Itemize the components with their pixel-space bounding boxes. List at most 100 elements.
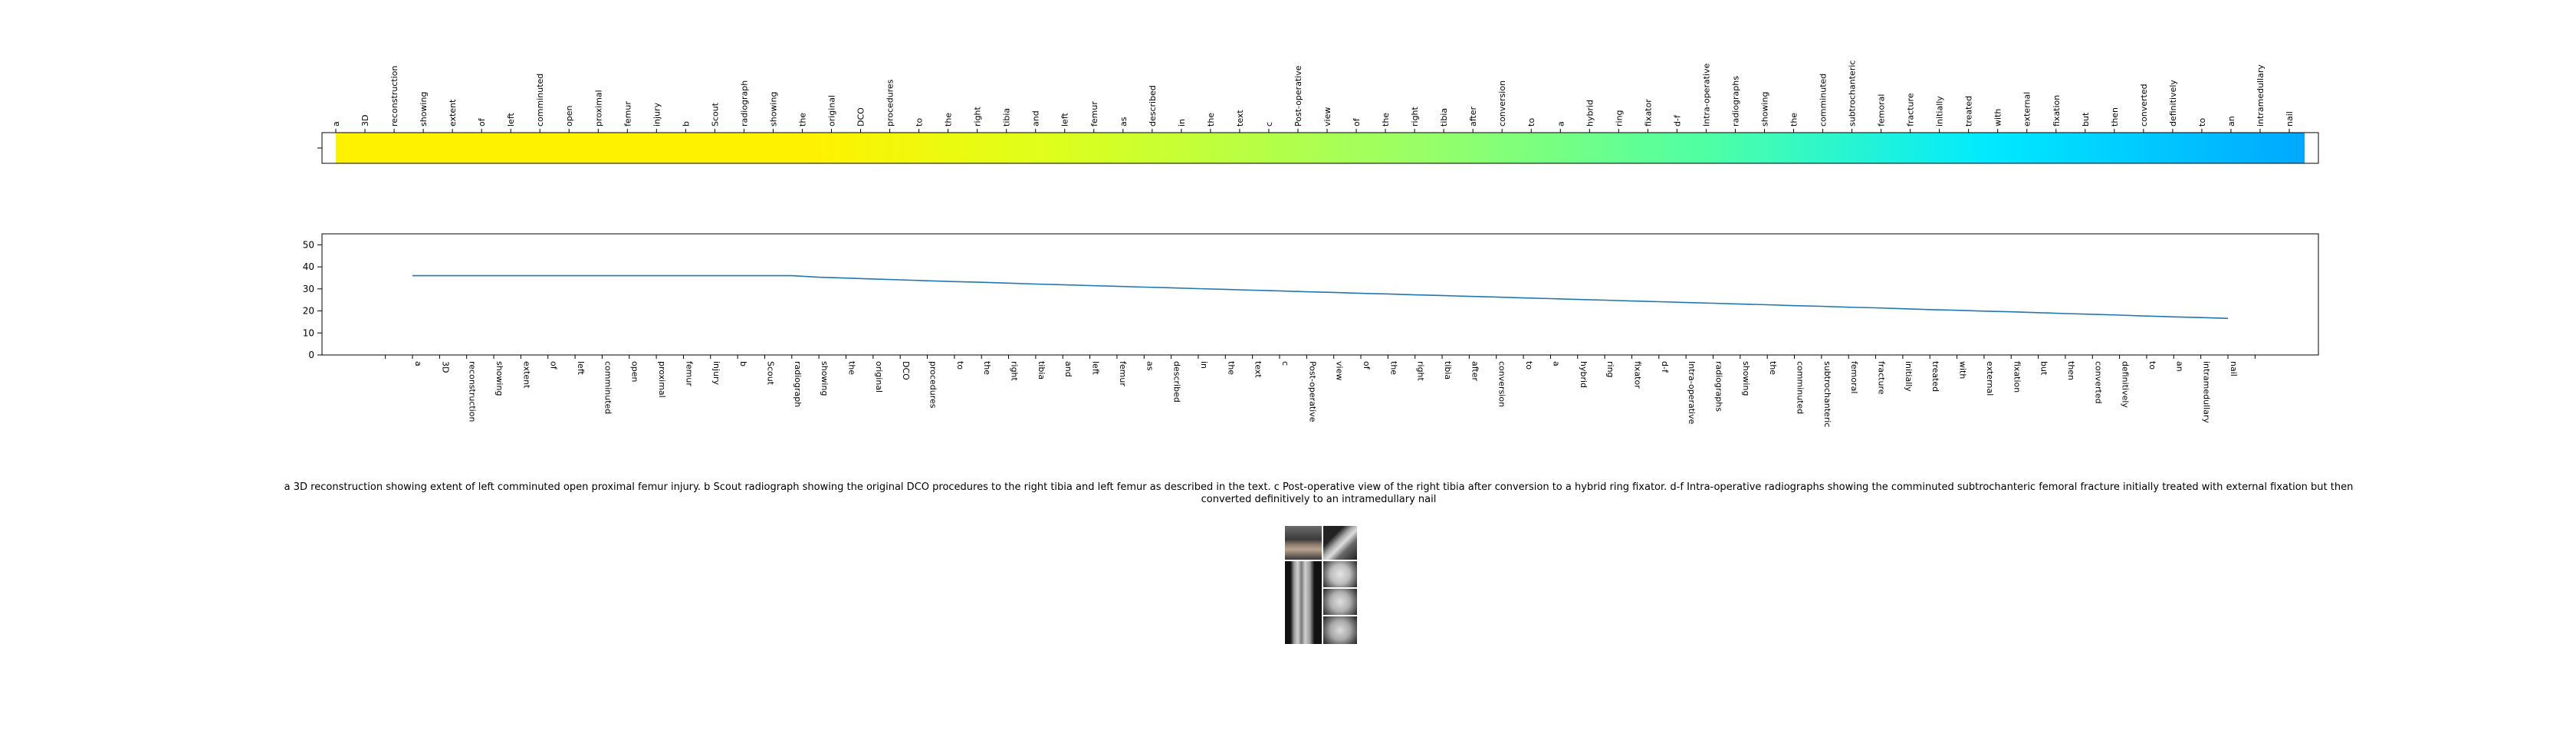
heatmap-token-label: to	[915, 118, 925, 127]
heatmap-token-label: procedures	[886, 79, 895, 127]
heatmap-token-label: a	[1556, 121, 1566, 127]
x-tick-label: a	[413, 361, 423, 366]
heatmap-token-label: the	[797, 113, 807, 127]
x-tick-label: as	[1145, 361, 1155, 371]
heatmap-token-label: as	[1119, 117, 1129, 127]
x-tick-label: fixation	[2012, 361, 2022, 393]
x-tick-label: to	[1524, 361, 1534, 370]
heatmap-token-label: extent	[448, 99, 458, 127]
thumb-tile-3d	[1285, 526, 1322, 560]
x-tick-label: left	[1091, 361, 1101, 376]
heatmap-token-label: definitively	[2168, 80, 2178, 127]
x-tick-label: to	[2147, 361, 2157, 370]
x-tick-label: 3D	[440, 361, 450, 373]
heatmap-token-label: injury	[652, 102, 662, 127]
x-tick-label: the	[1226, 361, 1236, 375]
x-tick-label: and	[1063, 361, 1073, 377]
heatmap-token-label: of	[477, 117, 487, 127]
heatmap-token-labels: a 3D reconstruction showing extent of left comm…	[331, 61, 2295, 133]
line-panel: 0 10 20 30 40 50 a 3D reconstruction showing exte…	[303, 233, 2319, 427]
x-tick-label: external	[1985, 361, 1995, 396]
x-tick-label: intramedullary	[2202, 361, 2212, 423]
heatmap-token-label: Post-operative	[1293, 65, 1303, 127]
x-tick-label: ring	[1605, 361, 1615, 378]
heatmap-token-label: d-f	[1672, 114, 1682, 127]
x-tick-label: reconstruction	[468, 361, 478, 422]
heatmap-token-label: to	[1526, 118, 1536, 127]
heatmap-token-label: fracture	[1906, 93, 1916, 127]
x-tick-label: injury	[711, 361, 721, 386]
heatmap-token-label: femur	[623, 101, 632, 127]
x-tick-label: fixator	[1632, 361, 1642, 389]
x-tick-label: with	[1958, 361, 1968, 379]
x-tick-label: DCO	[901, 361, 911, 380]
x-tick-label: to	[955, 361, 965, 370]
x-tick-label: converted	[2093, 361, 2103, 404]
heatmap-token-label: fixation	[2052, 95, 2062, 127]
x-tick-label: left	[576, 361, 586, 376]
x-tick-label: right	[1416, 361, 1426, 382]
x-tick-label: showing	[820, 361, 830, 396]
y-tick-label: 40	[303, 261, 314, 272]
x-tick-label: treated	[1930, 361, 1940, 392]
heatmap-token-label: subtrochanteric	[1848, 61, 1858, 127]
heatmap-token-label: left	[1060, 112, 1070, 127]
heatmap-token-label: the	[1381, 113, 1391, 127]
y-tick-label: 20	[303, 306, 314, 317]
heatmap-token-label: a	[331, 121, 341, 127]
heatmap-token-label: the	[944, 113, 954, 127]
heatmap-token-label: hybrid	[1585, 100, 1595, 127]
heatmap-token-label: to	[2197, 118, 2207, 127]
x-tick-label: right	[1010, 361, 1020, 382]
heatmap-token-label: comminuted	[535, 74, 545, 127]
x-tick-label: femoral	[1849, 361, 1859, 393]
y-tick-label: 50	[303, 239, 314, 250]
heatmap-token-label: femoral	[1877, 94, 1887, 127]
heatmap-token-label: tibia	[1002, 108, 1012, 127]
x-tick-label: Scout	[765, 361, 775, 386]
heatmap-token-label: after	[1468, 106, 1478, 127]
heatmap-token-label: DCO	[856, 107, 866, 127]
heatmap-token-label: of	[1352, 117, 1362, 127]
heatmap-token-label: 3D	[360, 115, 370, 127]
heatmap-token-label: left	[506, 112, 516, 127]
x-tick-label: nail	[2229, 361, 2239, 376]
heatmap-token-label: the	[1206, 113, 1216, 127]
x-tick-label: then	[2066, 361, 2076, 380]
x-tick-label: definitively	[2121, 361, 2131, 408]
x-tick-label: hybrid	[1579, 361, 1589, 388]
x-tick-label: text	[1254, 361, 1263, 378]
x-axis: a 3D reconstruction showing extent of left comm…	[385, 355, 2256, 427]
heatmap-token-label: femur	[1089, 101, 1099, 127]
y-tick-label: 10	[303, 327, 314, 338]
x-tick-label: femur	[684, 361, 694, 386]
thumb-tile-intraop-2	[1323, 589, 1357, 615]
x-tick-label: tibia	[1037, 361, 1046, 380]
heatmap-token-label: intramedullary	[2256, 64, 2266, 127]
y-tick-label: 0	[308, 350, 314, 360]
y-axis: 0 10 20 30 40 50	[303, 239, 322, 360]
heatmap-token-label: the	[1789, 113, 1799, 127]
x-tick-label: after	[1470, 361, 1480, 382]
heatmap-token-label: comminuted	[1819, 74, 1829, 127]
heatmap-token-label: showing	[768, 92, 778, 127]
heatmap-token-label: then	[2110, 107, 2120, 127]
heatmap-token-label: radiographs	[1730, 76, 1740, 127]
figure-caption: a 3D reconstruction showing extent of le…	[284, 481, 2354, 505]
x-tick-label: of	[1362, 361, 1372, 370]
heatmap-token-label: radiograph	[739, 80, 749, 127]
x-tick-label: d-f	[1660, 361, 1670, 373]
x-tick-label: initially	[1904, 361, 1914, 392]
x-tick-label: but	[2039, 361, 2049, 376]
x-tick-label: c	[1280, 361, 1290, 366]
heatmap-token-label: nail	[2285, 111, 2295, 127]
heatmap-bar	[336, 133, 2305, 163]
heatmap-token-label: initially	[1935, 96, 1945, 127]
x-tick-label: proximal	[657, 361, 667, 398]
heatmap-token-label: an	[2226, 116, 2236, 127]
x-tick-label: showing	[495, 361, 504, 396]
heatmap-token-label: b	[681, 121, 691, 127]
heatmap-token-label: right	[1410, 106, 1420, 127]
x-tick-label: of	[549, 361, 559, 370]
x-tick-label: in	[1199, 361, 1209, 369]
